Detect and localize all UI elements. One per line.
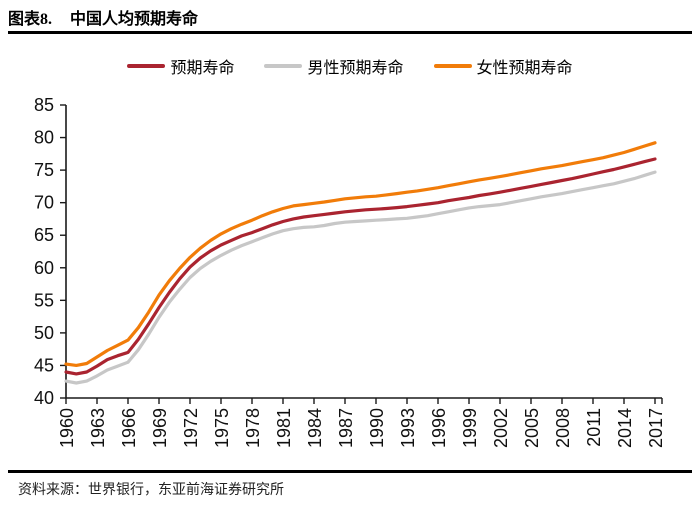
svg-text:1963: 1963	[88, 408, 108, 448]
legend-line-swatch	[127, 64, 166, 68]
svg-text:75: 75	[34, 160, 54, 180]
svg-text:1978: 1978	[243, 408, 263, 448]
svg-text:1993: 1993	[398, 408, 418, 448]
svg-text:55: 55	[34, 290, 54, 310]
legend-item-life-expectancy: 预期寿命	[127, 54, 234, 78]
svg-text:70: 70	[34, 193, 54, 213]
svg-text:1966: 1966	[119, 408, 139, 448]
footer-divider	[8, 470, 692, 473]
svg-text:1981: 1981	[274, 408, 294, 448]
svg-text:65: 65	[34, 225, 54, 245]
figure-title-row: 图表8. 中国人均预期寿命	[8, 5, 198, 29]
legend-line-swatch	[433, 64, 472, 68]
svg-text:50: 50	[34, 323, 54, 343]
svg-text:45: 45	[34, 355, 54, 375]
svg-text:2017: 2017	[646, 408, 666, 448]
svg-text:85: 85	[34, 95, 54, 115]
legend-line-swatch	[264, 64, 303, 68]
svg-text:1990: 1990	[367, 408, 387, 448]
svg-text:2011: 2011	[584, 408, 604, 447]
svg-text:1960: 1960	[57, 408, 77, 448]
line-chart: 40 45 50 55 60 65 70 75 80 85 1960 1963 1966 1969 1972…	[34, 95, 666, 448]
figure-number: 图表8.	[8, 11, 53, 28]
svg-text:1984: 1984	[305, 408, 325, 448]
svg-text:1969: 1969	[150, 408, 170, 448]
svg-text:1975: 1975	[212, 408, 232, 448]
svg-text:1999: 1999	[460, 408, 480, 448]
svg-text:80: 80	[34, 128, 54, 148]
svg-text:2014: 2014	[615, 408, 635, 448]
figure-title: 中国人均预期寿命	[70, 11, 199, 28]
title-divider	[8, 31, 692, 34]
legend-item-male-life-expectancy: 男性预期寿命	[264, 54, 404, 78]
svg-text:1996: 1996	[429, 408, 449, 448]
legend-item-female-life-expectancy: 女性预期寿命	[433, 54, 573, 78]
legend-label: 预期寿命	[170, 60, 235, 77]
legend-label: 男性预期寿命	[307, 60, 404, 77]
svg-text:2008: 2008	[553, 408, 573, 448]
svg-text:2002: 2002	[491, 408, 511, 448]
chart-legend: 预期寿命 男性预期寿命 女性预期寿命	[0, 54, 700, 78]
source-note: 资料来源：世界银行，东亚前海证券研究所	[18, 483, 284, 498]
svg-text:60: 60	[34, 258, 54, 278]
svg-text:1972: 1972	[181, 408, 201, 448]
legend-label: 女性预期寿命	[476, 60, 573, 77]
svg-text:40: 40	[34, 388, 54, 408]
svg-text:2005: 2005	[522, 408, 542, 448]
svg-text:1987: 1987	[336, 408, 356, 448]
